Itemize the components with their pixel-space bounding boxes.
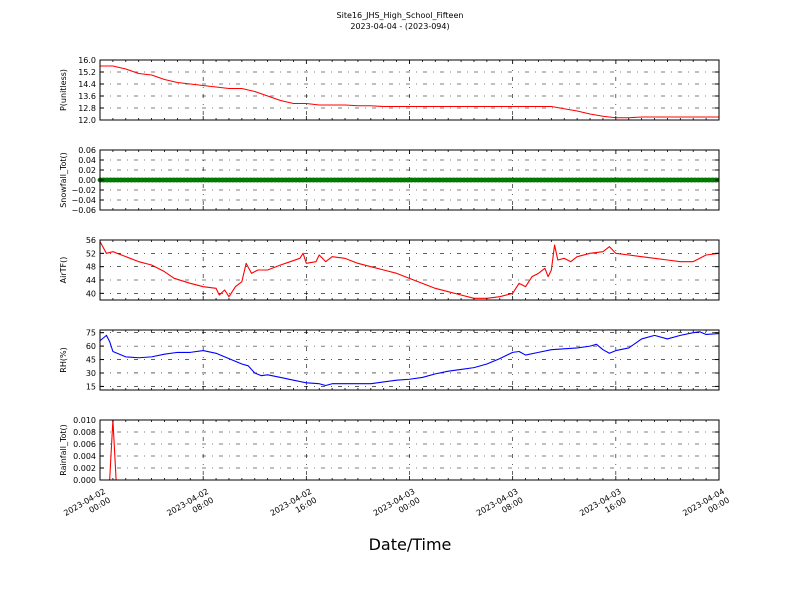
grid (99, 330, 720, 390)
y-tick-label: 14.4 (78, 80, 96, 89)
y-tick-label: 75 (86, 329, 96, 338)
chart-subtitle: 2023-04-04 - (2023-094) (350, 22, 449, 31)
y-tick-label: −0.06 (71, 206, 96, 215)
grid (99, 239, 720, 300)
grid (99, 59, 720, 121)
y-tick-label: 45 (86, 356, 96, 365)
y-tick-label: 12.0 (78, 116, 96, 125)
y-tick-label: 0.06 (78, 146, 96, 155)
y-tick-label: 52 (86, 249, 96, 258)
y-tick-label: 0.010 (73, 416, 96, 425)
series-line (100, 65, 719, 119)
y-tick-label: 0.04 (78, 156, 96, 165)
y-tick-label: 13.6 (78, 92, 96, 101)
panel-2: −0.06−0.04−0.020.000.020.040.06Snowfall_… (59, 146, 720, 215)
y-tick-label: 12.8 (78, 104, 96, 113)
panel-1: 12.0 12.8 13.6 14.4 15.2 16.0 P(unitless) (59, 56, 720, 125)
chart-title: Site16_JHS_High_School_Fifteen (337, 11, 464, 20)
panels: 12.0 12.8 13.6 14.4 15.2 16.0 P(unitless) −0.06… (59, 56, 720, 485)
y-tick-label: 0.002 (73, 464, 96, 473)
y-tick-label: 0.008 (73, 428, 96, 437)
y-axis-title: Snowfall_Tot() (59, 152, 68, 208)
y-tick-label: 16.0 (78, 56, 96, 65)
y-tick-label: 0.00 (78, 176, 96, 185)
y-axis: 12.0 12.8 13.6 14.4 15.2 16.0 (78, 56, 720, 125)
y-axis-title: P(unitless) (59, 69, 68, 111)
y-tick-label: 30 (86, 369, 96, 378)
y-tick-label: 40 (86, 289, 96, 298)
y-axis: 0.000 0.002 0.004 0.006 0.008 0.010 (73, 416, 720, 485)
y-tick-label: −0.04 (71, 196, 96, 205)
y-axis-title: Rainfall_Tot() (59, 424, 68, 476)
y-tick-label: 0.004 (73, 452, 96, 461)
x-axis-title: Date/Time (369, 535, 452, 554)
y-tick-label: 0.02 (78, 166, 96, 175)
y-axis: −0.06−0.04−0.020.000.020.040.06 (71, 146, 720, 215)
y-tick-label: 0.000 (73, 476, 96, 485)
panel-3: 40 44 48 52 56 AirTF() (59, 236, 720, 301)
series-line (99, 241, 720, 299)
y-tick-label: 0.006 (73, 440, 96, 449)
y-tick-label: 56 (86, 236, 96, 245)
y-tick-label: 15 (86, 382, 96, 391)
series-markers (97, 177, 719, 183)
panel-5: 0.000 0.002 0.004 0.006 0.008 0.010 Rainfall_T… (59, 416, 720, 485)
y-axis-title: AirTF() (59, 257, 68, 284)
grid (99, 419, 720, 481)
series-line (99, 331, 720, 387)
y-axis-title: RH(%) (59, 347, 68, 372)
y-tick-label: 15.2 (78, 68, 96, 77)
y-tick-label: 60 (86, 342, 96, 351)
y-tick-label: −0.02 (71, 186, 96, 195)
y-tick-label: 44 (86, 276, 96, 285)
y-axis: 40 44 48 52 56 (86, 236, 720, 300)
panel-4: 15 30 45 60 75 RH(%) (59, 329, 720, 391)
y-axis: 15 30 45 60 75 (86, 329, 720, 391)
y-tick-label: 48 (86, 263, 96, 272)
